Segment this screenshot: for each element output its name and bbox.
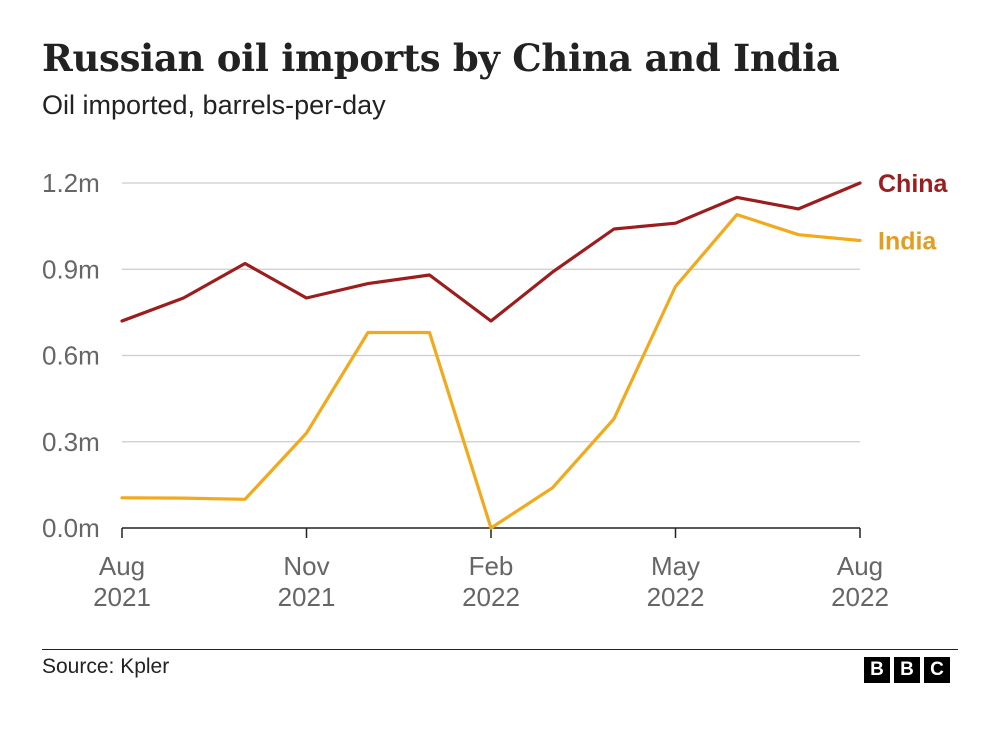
x-tick-label-year: 2022: [831, 582, 889, 612]
chart-subtitle: Oil imported, barrels-per-day: [42, 90, 386, 120]
series-line-india: [120, 213, 862, 530]
bbc-logo-letter-2: B: [894, 657, 920, 683]
x-tick-label-year: 2021: [93, 582, 151, 612]
y-tick-labels: 0.0m 0.3m 0.6m 0.9m 1.2m: [42, 168, 100, 543]
bbc-logo-letter-1: B: [864, 657, 890, 683]
bbc-logo-letter-3: C: [924, 657, 950, 683]
series-label-india: India: [878, 228, 937, 256]
series-line-china: [120, 181, 862, 323]
x-tick-label-year: 2022: [647, 582, 705, 612]
gridlines: [122, 182, 860, 443]
line-chart: 0.0m0.3m0.6m0.9m1.2m Aug2021Nov2021Feb20…: [42, 168, 949, 612]
source-note: Source: Kpler: [42, 655, 170, 678]
bbc-logo: B B C: [864, 657, 950, 683]
footer-divider: [42, 649, 958, 650]
x-tick-label-month: Aug: [99, 551, 145, 581]
series-label-china: China: [878, 170, 949, 198]
series-labels: India China: [878, 170, 949, 256]
x-tick-label-month: Aug: [837, 551, 883, 581]
y-tick-label: 0.6m: [42, 341, 100, 371]
x-tick-label-year: 2021: [278, 582, 336, 612]
x-tick-label-month: Feb: [469, 551, 514, 581]
y-tick-label: 1.2m: [42, 168, 100, 198]
chart-title: Russian oil imports by China and India: [42, 36, 840, 80]
y-tick-label: 0.3m: [42, 427, 100, 457]
x-tick-label-month: Nov: [283, 551, 329, 581]
x-tick-label-month: May: [651, 551, 700, 581]
y-tick-label: 0.9m: [42, 254, 100, 284]
x-tick-label-year: 2022: [462, 582, 520, 612]
series-lines: [120, 181, 862, 530]
y-tick-label: 0.0m: [42, 513, 100, 543]
